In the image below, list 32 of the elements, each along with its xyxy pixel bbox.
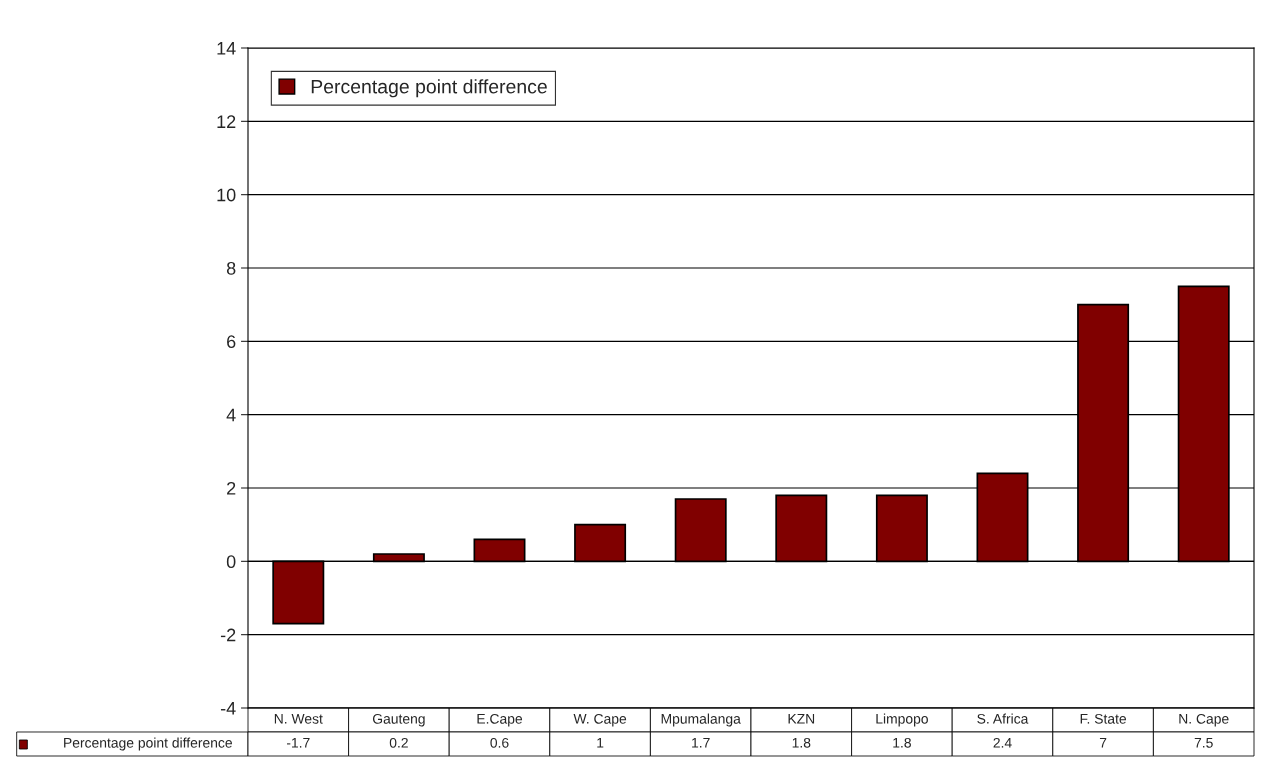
- x-tick-label: W. Cape: [573, 713, 627, 727]
- data-label: 0.6: [490, 737, 509, 748]
- y-tick-label: 14: [217, 42, 236, 55]
- data-label: 7.5: [1194, 738, 1213, 748]
- y-tick-label: -4: [220, 702, 236, 715]
- x-tick-label: KZN: [788, 714, 815, 724]
- x-tick-label: Mpumalanga: [661, 713, 741, 727]
- x-tick-label: N. Cape: [1179, 713, 1229, 727]
- x-tick-label: S. Africa: [977, 713, 1029, 724]
- text: Percentage point difference: [64, 737, 232, 751]
- y-tick-label: 2: [227, 481, 236, 495]
- data-label: 1.8: [792, 737, 811, 748]
- data-label: 1.7: [692, 738, 710, 748]
- y-tick-label: 10: [217, 188, 236, 202]
- data-label: 1.8: [893, 737, 911, 748]
- x-tick-label: Limpopo: [876, 713, 928, 727]
- y-tick-label: 4: [226, 408, 236, 422]
- y-tick-label: 6: [227, 335, 236, 349]
- data-label: 7: [1099, 738, 1107, 748]
- x-tick-label: N. West: [274, 714, 323, 724]
- data-label: 2.4: [993, 737, 1012, 748]
- x-tick-label: F. State: [1080, 713, 1127, 724]
- x-tick-label: Gauteng: [372, 713, 425, 727]
- x-tick-label: E.Cape: [477, 713, 523, 727]
- data-label: 0.2: [389, 737, 408, 748]
- y-tick-label: 0: [226, 555, 236, 569]
- y-tick-label: -2: [220, 628, 236, 642]
- legend-label: Percentage point difference: [311, 79, 547, 98]
- y-tick-label: 8: [226, 261, 236, 275]
- y-tick-label: 12: [217, 115, 236, 128]
- data-label: 1: [597, 738, 604, 748]
- data-label: -1.7: [286, 738, 310, 748]
